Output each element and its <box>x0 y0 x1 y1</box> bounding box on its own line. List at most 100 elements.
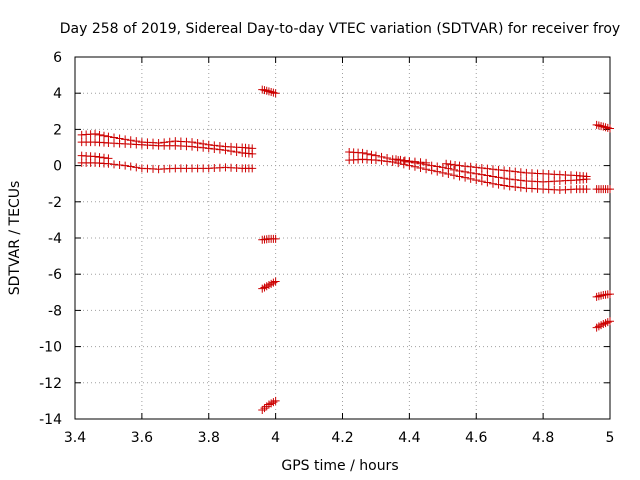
data-point <box>494 180 503 189</box>
data-point <box>516 176 525 185</box>
data-point <box>121 161 130 170</box>
data-point <box>269 88 278 97</box>
y-tick-label: -6 <box>48 267 62 283</box>
data-point <box>483 178 492 187</box>
data-point <box>221 146 230 155</box>
data-point <box>215 145 224 154</box>
data-point <box>400 156 409 165</box>
series-arc-15 <box>592 290 614 301</box>
data-point <box>582 185 591 194</box>
data-point <box>210 145 219 154</box>
data-point <box>422 158 431 167</box>
data-point <box>494 173 503 182</box>
data-point <box>505 182 514 191</box>
series-arc-12 <box>442 159 591 181</box>
data-point <box>597 122 606 131</box>
data-point <box>592 120 601 129</box>
x-tick-label: 3.8 <box>198 430 220 446</box>
data-point <box>377 156 386 165</box>
data-point <box>494 165 503 174</box>
grid <box>75 57 610 419</box>
data-point <box>115 160 124 169</box>
data-point <box>248 164 257 173</box>
data-point <box>188 142 197 151</box>
data-point <box>472 163 481 172</box>
data-point <box>258 85 267 94</box>
y-axis: -14 -12 -10 -8 -6 -4 -2 0 2 4 6 <box>39 50 610 428</box>
x-tick-label: 4.6 <box>465 430 487 446</box>
data-point <box>271 89 280 98</box>
x-axis-label: GPS time / hours <box>281 458 398 474</box>
y-axis-label: SDTVAR / TECUs <box>7 181 23 296</box>
data-point <box>477 164 486 173</box>
series-arc-5 <box>258 85 280 98</box>
data-point <box>511 175 520 184</box>
y-tick-label: 0 <box>53 159 62 175</box>
y-tick-label: -12 <box>39 376 62 392</box>
series-arc-4 <box>77 158 257 174</box>
data-points <box>77 85 614 414</box>
data-point <box>606 124 614 133</box>
x-axis: 3.4 3.6 3.8 4 4.2 4.4 4.6 4.8 5 <box>64 57 615 446</box>
y-tick-label: -10 <box>39 340 62 356</box>
series-arc-2 <box>77 138 257 158</box>
data-point <box>477 177 486 186</box>
data-point <box>511 167 520 176</box>
data-point <box>594 292 603 301</box>
data-point <box>371 156 380 165</box>
data-point <box>193 143 202 152</box>
data-point <box>444 170 453 179</box>
data-point <box>461 162 470 171</box>
data-point <box>500 181 509 190</box>
data-point <box>601 319 610 328</box>
data-point <box>606 185 614 194</box>
y-tick-label: 2 <box>53 122 62 138</box>
data-point <box>91 129 100 138</box>
data-point <box>592 292 601 301</box>
chart-title: Day 258 of 2019, Sidereal Day-to-day VTE… <box>60 21 620 37</box>
data-point <box>488 172 497 181</box>
data-point <box>104 159 113 168</box>
data-point <box>264 87 273 96</box>
data-point <box>449 171 458 180</box>
data-point <box>227 147 236 156</box>
y-tick-label: -14 <box>39 412 62 428</box>
data-point <box>95 130 104 139</box>
data-point <box>110 160 119 169</box>
x-tick-label: 4.2 <box>331 430 353 446</box>
data-point <box>199 143 208 152</box>
x-tick-label: 3.4 <box>64 430 86 446</box>
y-tick-label: -8 <box>48 303 62 319</box>
x-tick-label: 4.8 <box>532 430 554 446</box>
data-point <box>597 291 606 300</box>
data-point <box>383 157 392 166</box>
data-point <box>267 87 276 96</box>
data-point <box>488 165 497 174</box>
x-tick-label: 5 <box>606 430 615 446</box>
y-tick-label: -2 <box>48 195 62 211</box>
x-tick-label: 3.6 <box>131 430 153 446</box>
data-point <box>410 157 419 166</box>
data-point <box>516 183 525 192</box>
data-point <box>446 160 455 169</box>
data-point <box>500 174 509 183</box>
data-point <box>258 405 267 414</box>
data-point <box>271 396 280 405</box>
data-point <box>438 168 447 177</box>
data-point <box>416 158 425 167</box>
data-point <box>455 172 464 181</box>
y-tick-label: 6 <box>53 50 62 66</box>
data-point <box>132 163 141 172</box>
data-point <box>594 121 603 130</box>
data-point <box>455 161 464 170</box>
data-point <box>392 155 400 164</box>
data-point <box>606 317 614 326</box>
data-point <box>472 176 481 185</box>
data-point <box>232 148 241 157</box>
data-point <box>126 162 135 171</box>
data-point <box>483 171 492 180</box>
series-arc-7 <box>258 277 280 293</box>
y-tick-label: 4 <box>53 86 62 102</box>
data-point <box>505 175 514 184</box>
